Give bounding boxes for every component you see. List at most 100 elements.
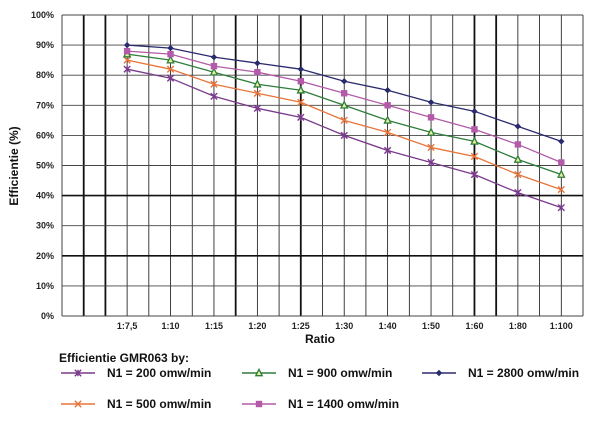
data-point-x xyxy=(253,89,262,97)
data-point-square xyxy=(167,50,174,58)
y-ticks: 0% 10% 20% 30% 40% 50% 60% 70% 80% 90% 100% xyxy=(31,10,54,321)
x-tick-label: 1:50 xyxy=(422,321,440,331)
data-point-diamond xyxy=(167,44,174,52)
data-point-diamond xyxy=(384,87,391,94)
efficiency-chart: 0%10%20%30%40%50%60%70%80%90%100% 1:7,5 1… xyxy=(7,10,584,345)
data-point-asterisk xyxy=(557,203,565,212)
data-point-diamond xyxy=(558,138,565,145)
data-point-asterisk xyxy=(123,65,131,73)
x-tick-label: 1:30 xyxy=(335,321,353,331)
legend-swatch-triangle-icon xyxy=(242,367,276,377)
legend-swatch-asterisk-icon xyxy=(61,369,95,377)
data-point-asterisk xyxy=(210,92,218,100)
data-point-diamond xyxy=(471,108,478,115)
data-point-diamond xyxy=(341,78,348,85)
y-tick-label: 100% xyxy=(31,10,54,20)
x-tick-label: 1:25 xyxy=(292,321,310,331)
data-point-square xyxy=(255,400,263,408)
y-tick-label: 0% xyxy=(41,311,54,321)
x-tick-label: 1:60 xyxy=(465,321,483,331)
legend-item: N1 = 1400 omw/min xyxy=(240,397,399,411)
legend-item: N1 = 2800 omw/min xyxy=(420,366,579,380)
data-point-x xyxy=(123,56,131,64)
x-ticks: 1:7,5 1:10 1:15 1:20 1:25 1:30 1:40 1:50 1:60 1:8… xyxy=(117,321,573,331)
x-tick-label: 1:80 xyxy=(509,321,527,331)
data-point-triangle xyxy=(296,85,306,94)
y-tick-label: 40% xyxy=(36,191,54,201)
x-tick-label: 1:7,5 xyxy=(117,321,138,331)
y-tick-label: 70% xyxy=(36,100,54,110)
x-tick-label: 1:40 xyxy=(379,321,397,331)
data-point-diamond xyxy=(297,65,304,73)
data-point-square xyxy=(297,78,304,85)
data-point-x xyxy=(74,400,82,408)
data-point-triangle xyxy=(166,54,175,64)
series-line xyxy=(122,48,566,178)
grid xyxy=(61,14,584,317)
legend-item: N1 = 900 omw/min xyxy=(240,366,392,380)
y-tick-label: 80% xyxy=(36,70,54,80)
series-lines xyxy=(122,41,566,212)
series-line xyxy=(123,41,565,145)
data-point-square xyxy=(123,47,131,55)
series-line xyxy=(123,56,565,194)
y-tick-label: 50% xyxy=(36,161,54,171)
data-point-triangle xyxy=(209,67,219,76)
data-point-x xyxy=(210,80,218,88)
data-point-x xyxy=(514,170,522,179)
data-point-diamond xyxy=(514,123,522,130)
data-point-triangle xyxy=(470,136,479,145)
data-point-asterisk xyxy=(74,369,82,377)
data-point-diamond xyxy=(435,369,443,377)
data-point-x xyxy=(427,143,435,152)
x-tick-label: 1:15 xyxy=(205,321,223,331)
y-tick-label: 90% xyxy=(36,40,54,50)
legend-title: Efficientie GMR063 by: xyxy=(59,351,190,365)
data-point-asterisk xyxy=(166,74,175,82)
data-point-square xyxy=(254,68,261,76)
data-point-square xyxy=(471,126,478,133)
data-point-x xyxy=(557,185,565,194)
x-tick-label: 1:20 xyxy=(248,321,266,331)
data-point-asterisk xyxy=(514,188,522,197)
x-tick-label: 1:10 xyxy=(162,321,180,331)
data-point-triangle xyxy=(339,100,349,109)
data-point-diamond xyxy=(427,99,435,106)
data-point-diamond xyxy=(254,59,261,67)
data-point-square xyxy=(558,159,565,166)
data-point-x xyxy=(383,128,392,137)
data-point-asterisk xyxy=(253,104,262,113)
data-point-asterisk xyxy=(340,131,348,140)
data-point-triangle xyxy=(557,169,566,178)
data-point-asterisk xyxy=(427,158,435,167)
legend-label: N1 = 200 omw/min xyxy=(107,366,212,380)
data-point-asterisk xyxy=(297,113,305,122)
data-point-triangle xyxy=(254,367,264,377)
y-tick-label: 10% xyxy=(36,281,54,291)
data-point-square xyxy=(210,62,218,70)
series-line xyxy=(123,65,565,212)
data-point-x xyxy=(166,65,175,73)
data-point-square xyxy=(427,114,435,121)
x-axis-label: Ratio xyxy=(305,332,335,345)
y-tick-label: 60% xyxy=(36,130,54,140)
data-point-x xyxy=(297,98,305,106)
data-point-triangle xyxy=(253,79,262,88)
data-point-triangle xyxy=(426,127,436,136)
data-point-diamond xyxy=(210,53,218,61)
data-point-square xyxy=(514,141,522,148)
data-point-asterisk xyxy=(383,146,392,155)
legend-item: N1 = 200 omw/min xyxy=(59,366,211,380)
data-point-x xyxy=(340,116,348,125)
data-point-square xyxy=(384,102,391,109)
data-point-x xyxy=(470,152,479,161)
data-point-triangle xyxy=(513,154,523,163)
legend-label: N1 = 500 omw/min xyxy=(107,397,212,411)
legend-label: N1 = 900 omw/min xyxy=(288,366,393,380)
y-tick-label: 30% xyxy=(36,221,54,231)
y-tick-label: 20% xyxy=(36,251,54,261)
legend-label: N1 = 2800 omw/min xyxy=(468,366,580,380)
data-point-asterisk xyxy=(470,170,479,179)
data-point-triangle xyxy=(383,115,392,124)
x-tick-label: 1:100 xyxy=(550,321,573,331)
